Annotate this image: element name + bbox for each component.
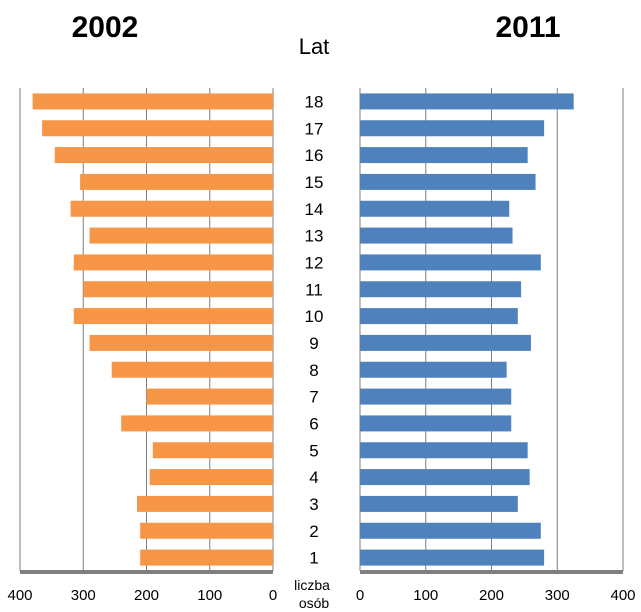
x-tick-label-right-300: 300 <box>545 587 570 604</box>
bar-2011-age-10 <box>360 308 518 325</box>
age-label-5: 5 <box>309 441 318 460</box>
bar-2002-age-8 <box>111 361 274 378</box>
bar-2011-age-15 <box>360 173 536 190</box>
bar-2011-age-12 <box>360 254 541 271</box>
bar-2002-age-16 <box>54 147 273 164</box>
x-tick-label-left-200: 200 <box>134 587 159 604</box>
bar-2011-age-4 <box>360 469 530 486</box>
gridlines <box>19 88 624 571</box>
bar-2002-age-7 <box>146 388 273 405</box>
title-right-2011: 2011 <box>495 11 560 44</box>
x-tick-label-right-0: 0 <box>356 587 364 604</box>
age-label-15: 15 <box>305 173 324 192</box>
bar-2002-age-11 <box>83 281 273 298</box>
bar-2011-age-14 <box>360 200 510 217</box>
bar-2002-age-1 <box>140 549 273 566</box>
age-label-13: 13 <box>305 227 324 246</box>
age-label-16: 16 <box>305 146 324 165</box>
bar-2011-age-2 <box>360 522 541 539</box>
age-label-7: 7 <box>309 388 318 407</box>
x-tick-labels: 400 300 200 100 0 0 100 200 300 400 <box>7 587 635 604</box>
age-label-2: 2 <box>309 522 318 541</box>
x-tick-label-left-300: 300 <box>71 587 96 604</box>
bar-2002-age-4 <box>149 469 273 486</box>
title-left-2002: 2002 <box>72 11 139 44</box>
bar-2011-age-5 <box>360 442 528 459</box>
x-tick-label-right-400: 400 <box>610 587 635 604</box>
bar-2011-age-11 <box>360 281 522 298</box>
bar-2011-age-3 <box>360 495 518 512</box>
age-label-9: 9 <box>309 334 318 353</box>
age-label-8: 8 <box>309 361 318 380</box>
x-tick-label-left-100: 100 <box>197 587 222 604</box>
bar-2011-age-6 <box>360 415 512 432</box>
bar-2011-age-16 <box>360 147 528 164</box>
bar-2011-age-8 <box>360 361 507 378</box>
bar-2002-age-15 <box>80 173 274 190</box>
x-tick-label-left-400: 400 <box>7 587 32 604</box>
age-label-12: 12 <box>305 253 324 272</box>
age-label-14: 14 <box>305 200 324 219</box>
x-tick-label-right-100: 100 <box>413 587 438 604</box>
bar-2011-age-13 <box>360 227 513 244</box>
bar-2011-age-18 <box>360 93 574 110</box>
bars <box>32 93 574 566</box>
bar-2011-age-1 <box>360 549 545 566</box>
age-label-4: 4 <box>309 468 318 487</box>
age-label-17: 17 <box>305 119 324 138</box>
bar-2002-age-13 <box>89 227 273 244</box>
bar-2011-age-17 <box>360 120 545 137</box>
bar-2002-age-18 <box>32 93 274 110</box>
bar-2002-age-10 <box>73 308 273 325</box>
bar-2002-age-6 <box>121 415 273 432</box>
x-tick-label-right-200: 200 <box>479 587 504 604</box>
age-label-10: 10 <box>305 307 324 326</box>
y-axis-label: Lat <box>299 34 330 59</box>
age-label-11: 11 <box>305 280 323 299</box>
bar-2011-age-7 <box>360 388 512 405</box>
bar-2002-age-12 <box>73 254 273 271</box>
age-label-6: 6 <box>309 414 318 433</box>
age-label-3: 3 <box>309 495 318 514</box>
x-axis-label: liczba osób <box>294 577 334 611</box>
bar-2002-age-5 <box>152 442 273 459</box>
age-label-1: 1 <box>309 549 318 568</box>
x-tick-label-left-0: 0 <box>269 587 277 604</box>
bar-2002-age-17 <box>42 120 274 137</box>
age-label-18: 18 <box>305 92 324 111</box>
bar-2002-age-2 <box>140 522 273 539</box>
bar-2011-age-9 <box>360 334 531 351</box>
bar-2002-age-14 <box>70 200 273 217</box>
bar-2002-age-3 <box>137 495 273 512</box>
bar-2002-age-9 <box>89 334 273 351</box>
